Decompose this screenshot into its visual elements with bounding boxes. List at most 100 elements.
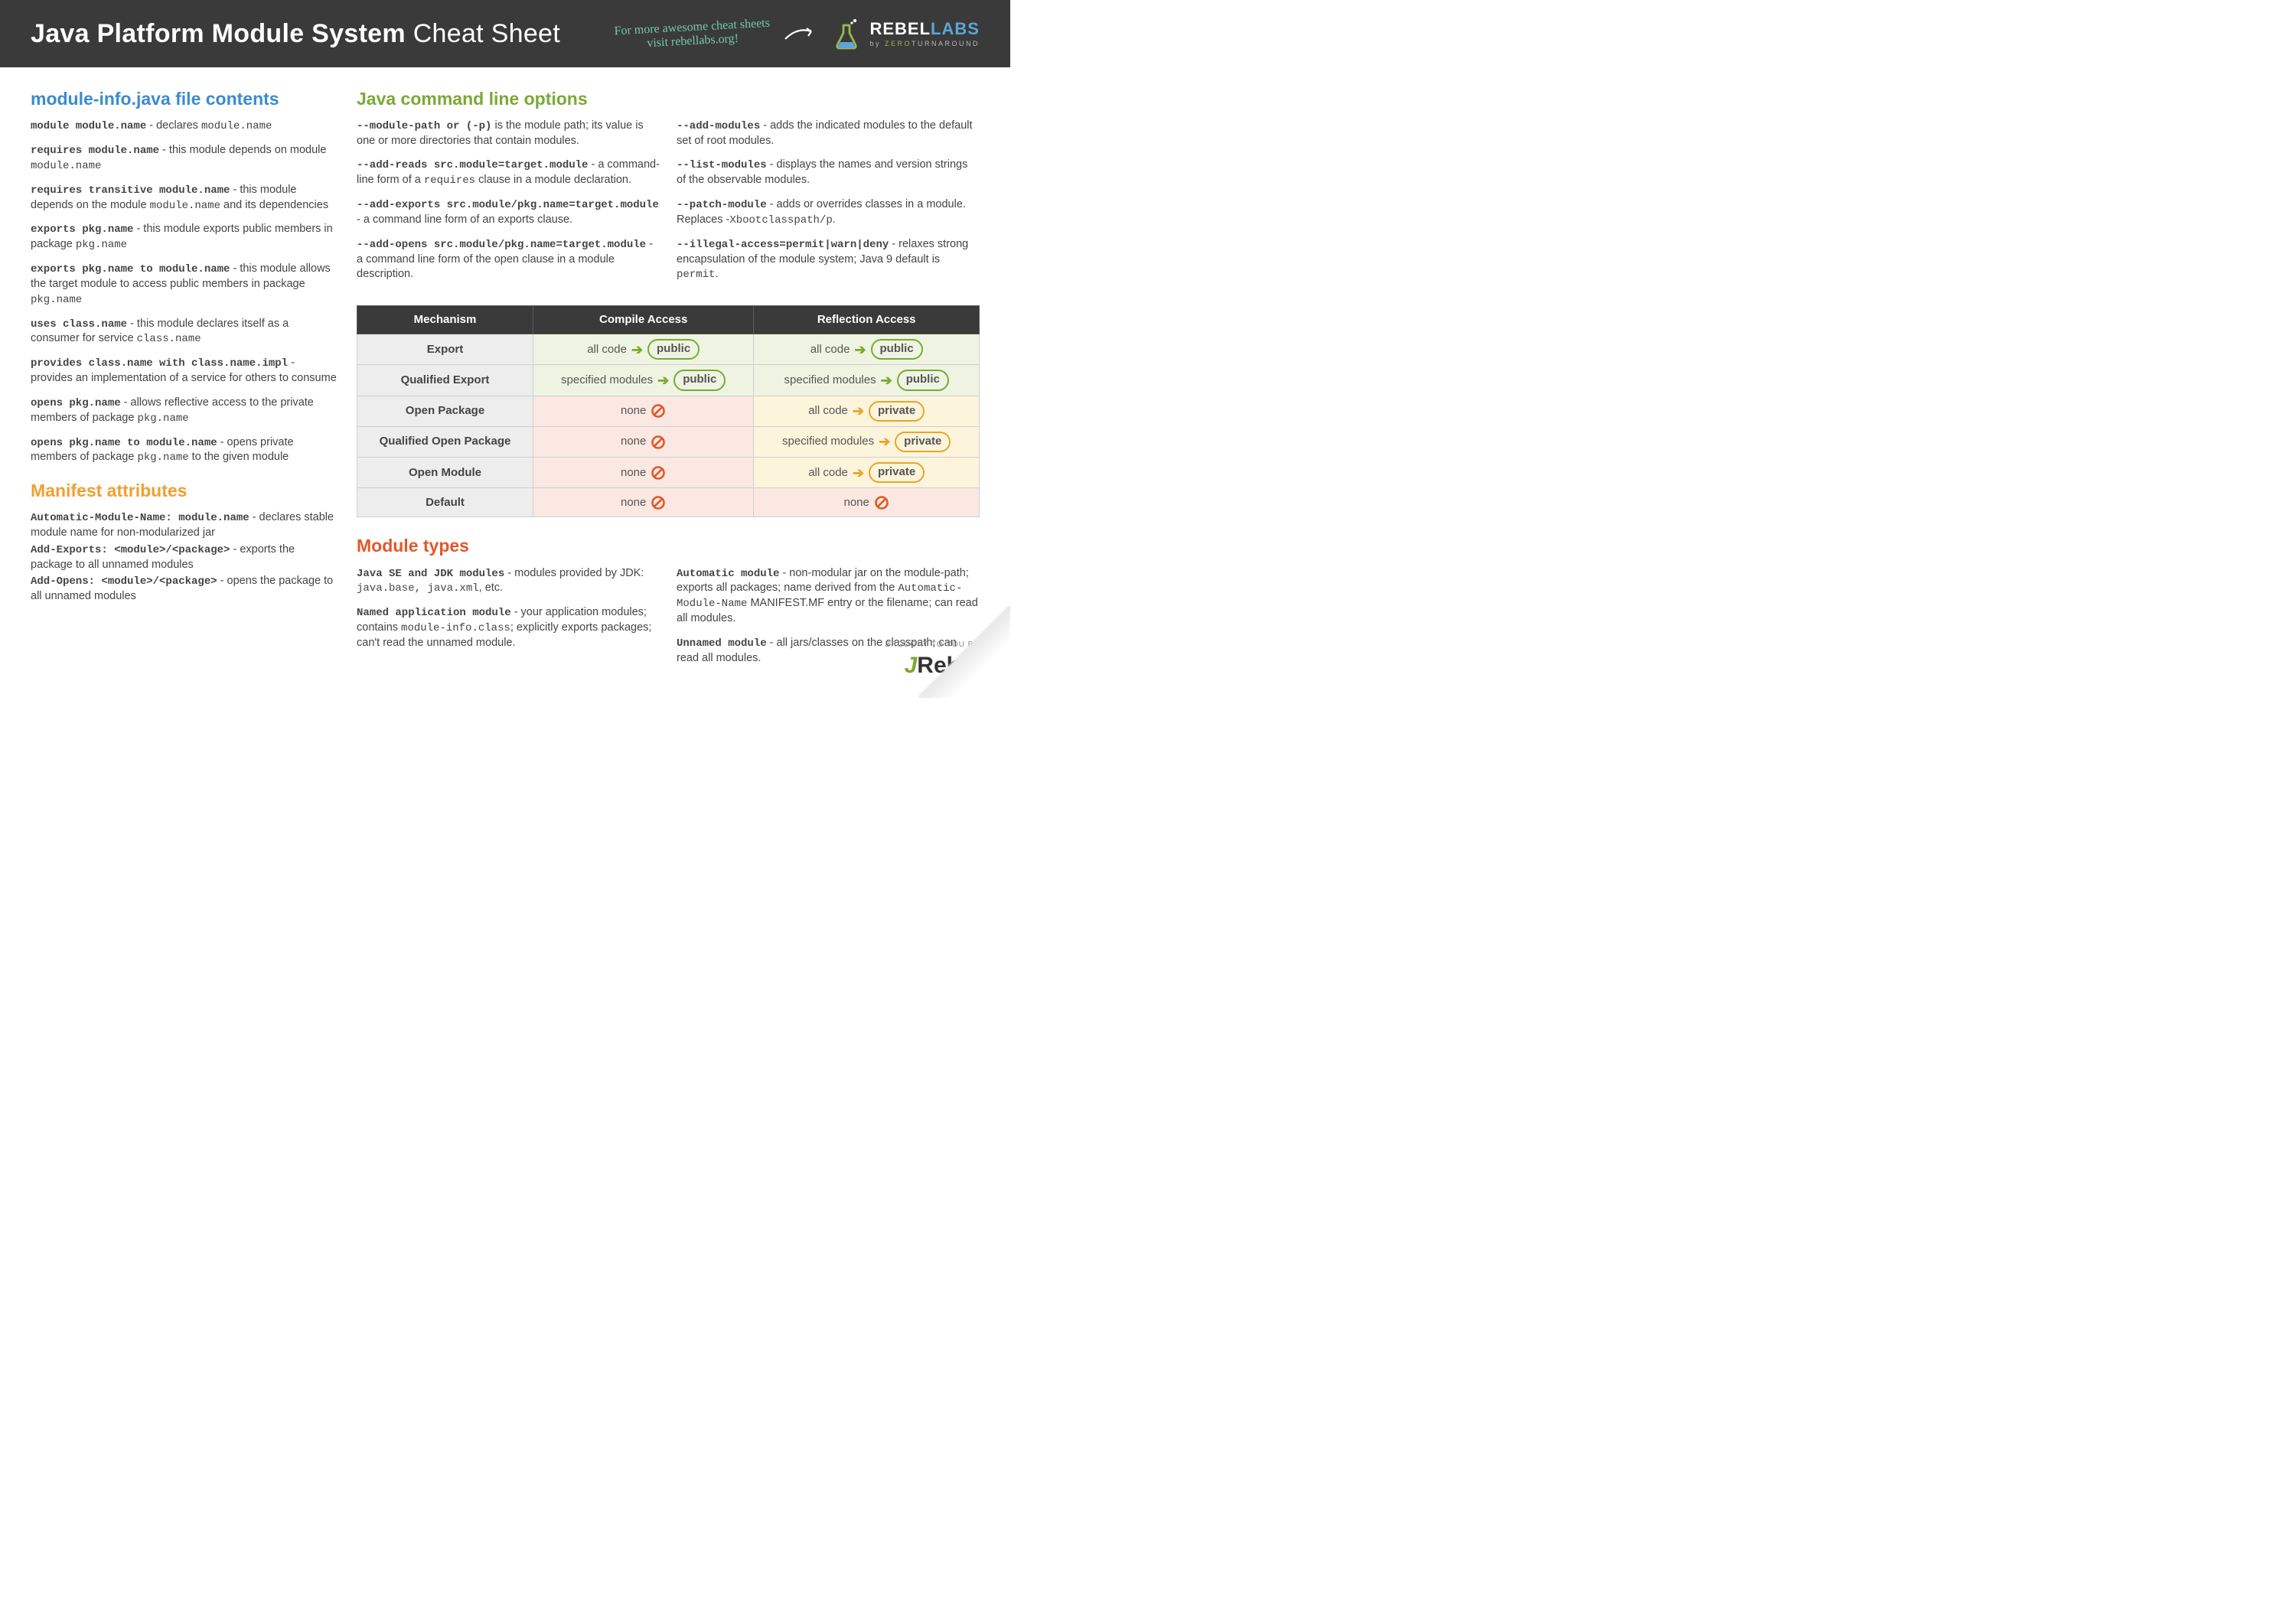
mechanism-cell: Qualified Export bbox=[357, 365, 533, 396]
arrow-icon: ➔ bbox=[879, 432, 890, 451]
flask-icon bbox=[831, 19, 862, 50]
table-cell: none bbox=[533, 426, 754, 457]
entry-description: - modules provided by JDK: bbox=[504, 567, 644, 579]
arrow-icon: ➔ bbox=[657, 371, 669, 389]
entry: requires module.name - this module depen… bbox=[31, 143, 337, 174]
table-cell: none bbox=[533, 458, 754, 488]
types-left-col: Java SE and JDK modules - modules provid… bbox=[357, 566, 660, 676]
access-pill: all code➔private bbox=[808, 462, 925, 483]
entry-post: and its dependencies bbox=[220, 199, 328, 211]
entry-signature: module module.name bbox=[31, 120, 146, 132]
entry-signature: --illegal-access=permit|warn|deny bbox=[677, 239, 889, 251]
none-cell: none bbox=[621, 495, 666, 510]
section-heading-module-info: module-info.java file contents bbox=[31, 87, 337, 111]
entry-tail-code: pkg.name bbox=[137, 451, 188, 464]
mechanism-cell: Export bbox=[357, 334, 533, 365]
entry: opens pkg.name - allows reflective acces… bbox=[31, 396, 337, 426]
entry-tail-code: pkg.name bbox=[137, 412, 188, 425]
entry-tail-code: requires bbox=[424, 174, 475, 187]
entry-post: to the given module bbox=[189, 451, 289, 463]
header-right: For more awesome cheat sheets visit rebe… bbox=[615, 19, 980, 50]
mechanism-cell: Open Package bbox=[357, 396, 533, 426]
mechanism-cell: Default bbox=[357, 488, 533, 517]
module-info-list: module module.name - declares module.nam… bbox=[31, 119, 337, 465]
arrow-icon: ➔ bbox=[853, 402, 864, 420]
arrow-icon: ➔ bbox=[631, 341, 643, 359]
entry-signature: --add-modules bbox=[677, 120, 760, 132]
entry: Java SE and JDK modules - modules provid… bbox=[357, 566, 660, 597]
entry-signature: Add-Exports: <module>/<package> bbox=[31, 544, 230, 556]
entry: --module-path or (-p) is the module path… bbox=[357, 119, 660, 148]
entry: Add-Exports: <module>/<package> - export… bbox=[31, 543, 337, 572]
entry: Automatic module - non-modular jar on th… bbox=[677, 566, 980, 627]
table-cell: all code➔private bbox=[754, 458, 980, 488]
entry-signature: uses class.name bbox=[31, 318, 127, 331]
entry: exports pkg.name - this module exports p… bbox=[31, 222, 337, 253]
table-cell: specified modules➔public bbox=[533, 365, 754, 396]
right-column: Java command line options --module-path … bbox=[357, 87, 980, 675]
entry-signature: --module-path or (-p) bbox=[357, 120, 491, 132]
entry-signature: Unnamed module bbox=[677, 637, 767, 650]
entry-post: . bbox=[833, 213, 836, 226]
entry-post: . bbox=[715, 268, 718, 280]
th-reflect: Reflection Access bbox=[754, 305, 980, 334]
table-head: Mechanism Compile Access Reflection Acce… bbox=[357, 305, 980, 334]
entry: --add-modules - adds the indicated modul… bbox=[677, 119, 980, 148]
table-cell: none bbox=[754, 488, 980, 517]
mechanism-cell: Qualified Open Package bbox=[357, 426, 533, 457]
footer-pretext: BROUGHT TO YOU BY bbox=[885, 640, 980, 650]
arrow-icon: ➔ bbox=[881, 371, 892, 389]
table-row: Open Packagenoneall code➔private bbox=[357, 396, 980, 426]
entry: requires transitive module.name - this m… bbox=[31, 183, 337, 213]
none-cell: none bbox=[844, 495, 889, 510]
access-pill: all code➔public bbox=[810, 339, 923, 360]
entry: uses class.name - this module declares i… bbox=[31, 317, 337, 347]
th-mechanism: Mechanism bbox=[357, 305, 533, 334]
entry-signature: Automatic-Module-Name: module.name bbox=[31, 512, 249, 524]
entry-signature: Add-Opens: <module>/<package> bbox=[31, 575, 217, 588]
none-cell: none bbox=[621, 434, 666, 449]
arrow-icon: ➔ bbox=[853, 464, 864, 482]
entry-signature: --add-exports src.module/pkg.name=target… bbox=[357, 199, 659, 211]
access-pill: specified modules➔private bbox=[782, 432, 951, 452]
entry: Named application module - your applicat… bbox=[357, 605, 660, 650]
entry-signature: Named application module bbox=[357, 607, 511, 619]
header-handwritten-note: For more awesome cheat sheets visit rebe… bbox=[614, 16, 771, 52]
entry-tail-code: permit bbox=[677, 269, 715, 281]
no-entry-icon bbox=[651, 435, 666, 450]
entry: --list-modules - displays the names and … bbox=[677, 158, 980, 187]
entry-tail-code: pkg.name bbox=[76, 239, 127, 251]
entry: --add-reads src.module=target.module - a… bbox=[357, 158, 660, 188]
title-light: Cheat Sheet bbox=[413, 19, 560, 48]
no-entry-icon bbox=[651, 495, 666, 510]
entry-signature: opens pkg.name to module.name bbox=[31, 437, 217, 449]
entry-post: clause in a module declaration. bbox=[475, 174, 631, 186]
jrebel-logo: JRebel bbox=[885, 650, 980, 682]
entry: --illegal-access=permit|warn|deny - rela… bbox=[677, 237, 980, 282]
entry: opens pkg.name to module.name - opens pr… bbox=[31, 435, 337, 466]
section-heading-cli: Java command line options bbox=[357, 87, 980, 111]
entry: --patch-module - adds or overrides class… bbox=[677, 197, 980, 228]
entry: --add-exports src.module/pkg.name=target… bbox=[357, 197, 660, 227]
entry: Automatic-Module-Name: module.name - dec… bbox=[31, 510, 337, 540]
entry-tail-code: java.base, java.xml bbox=[357, 582, 479, 595]
logo-text: REBELLABS by ZEROTURNAROUND bbox=[869, 21, 980, 47]
entry-signature: provides class.name with class.name.impl bbox=[31, 357, 288, 370]
entry-signature: Automatic module bbox=[677, 568, 779, 580]
cli-options-grid: --module-path or (-p) is the module path… bbox=[357, 119, 980, 292]
entry: --add-opens src.module/pkg.name=target.m… bbox=[357, 237, 660, 282]
table-row: Qualified Exportspecified modules➔public… bbox=[357, 365, 980, 396]
table-cell: none bbox=[533, 488, 754, 517]
table-row: Default none none bbox=[357, 488, 980, 517]
table-cell: specified modules➔public bbox=[754, 365, 980, 396]
access-table: Mechanism Compile Access Reflection Acce… bbox=[357, 305, 980, 518]
title-bold: Java Platform Module System bbox=[31, 19, 406, 48]
header-bar: Java Platform Module System Cheat Sheet … bbox=[0, 0, 1010, 67]
entry-signature: --add-reads src.module=target.module bbox=[357, 159, 588, 171]
arrow-icon: ➔ bbox=[854, 341, 866, 359]
rebellabs-logo: REBELLABS by ZEROTURNAROUND bbox=[831, 19, 980, 50]
entry-tail-code: module.name bbox=[201, 120, 272, 132]
cli-left-col: --module-path or (-p) is the module path… bbox=[357, 119, 660, 292]
entry-signature: --add-opens src.module/pkg.name=target.m… bbox=[357, 239, 646, 251]
access-pill: all code➔private bbox=[808, 401, 925, 422]
